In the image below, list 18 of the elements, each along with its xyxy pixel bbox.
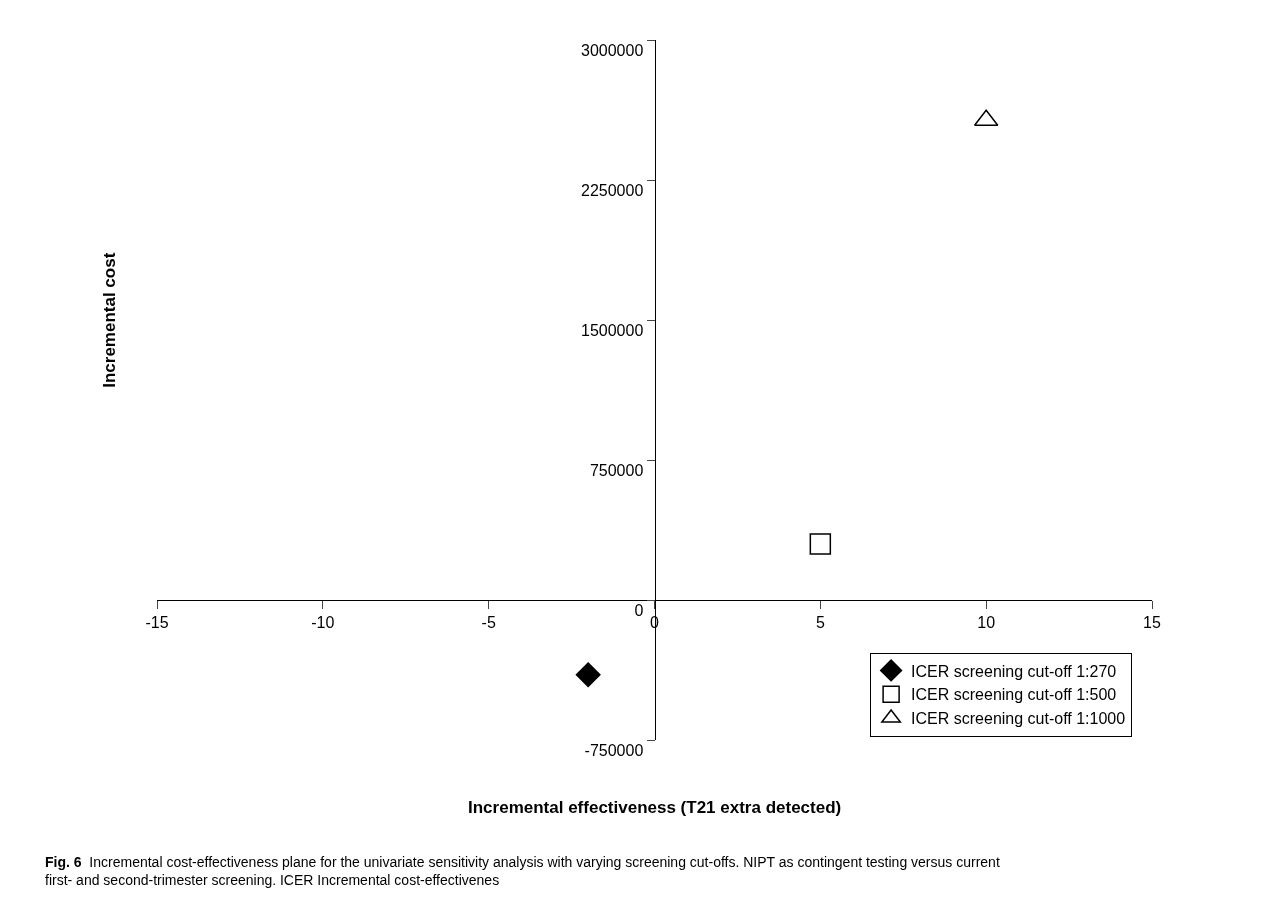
- x-tick-label: -5: [481, 614, 496, 632]
- legend-label: ICER screening cut-off 1:1000: [911, 710, 1126, 728]
- x-tick-label: 5: [815, 614, 825, 632]
- x-tick-label: 10: [977, 614, 996, 632]
- y-tick-label: 750000: [589, 461, 644, 479]
- x-tick-label: -15: [145, 614, 169, 632]
- y-tick-label: -750000: [584, 741, 644, 759]
- y-tick-label: 2250000: [581, 181, 644, 199]
- y-tick-label: 3000000: [581, 41, 644, 59]
- legend-label: ICER screening cut-off 1:500: [911, 686, 1117, 704]
- x-tick-label: 15: [1143, 614, 1161, 632]
- y-tick-label: 0: [634, 601, 644, 619]
- legend-label: ICER screening cut-off 1:270: [911, 662, 1117, 680]
- y-tick-label: 1500000: [581, 321, 644, 339]
- x-axis-title: Incremental effectiveness (T21 extra detected): [468, 798, 842, 817]
- caption: Fig. 6 Incremental cost-effectiveness plane for the univariate sensitivity analysis with varying screening cut-offs. NIPT as contingent testing versus current first- and second-trimester screening. ICER Incremental cost-effectivenes: [45, 854, 1000, 889]
- y-axis-title: Incremental cost: [99, 252, 119, 388]
- x-tick-label: -10: [311, 614, 335, 632]
